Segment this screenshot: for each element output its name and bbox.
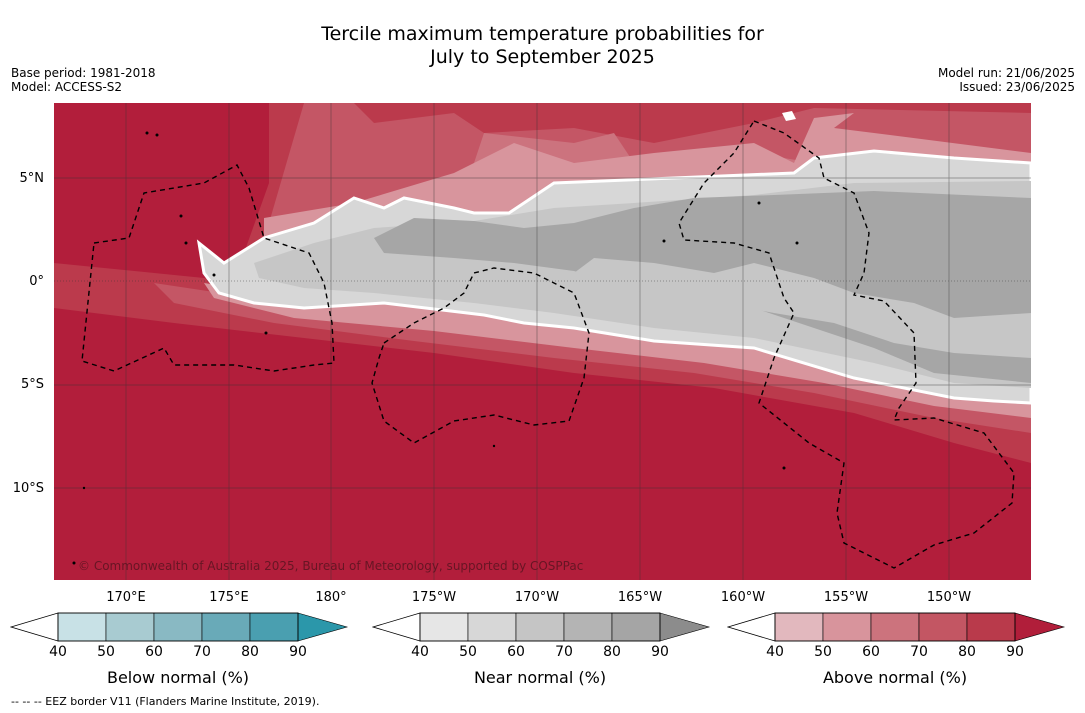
lon-label-170w: 170°W [514, 590, 560, 605]
lon-label-165w: 165°W [617, 590, 663, 605]
issued-date: Issued: 23/06/2025 [959, 80, 1075, 94]
base-period: Base period: 1981-2018 [11, 66, 156, 80]
copyright-notice: © Commonwealth of Australia 2025, Bureau… [78, 559, 584, 573]
probability-map [54, 103, 1031, 580]
graticule [54, 103, 1031, 580]
cb-above-90 [1014, 612, 1066, 642]
lon-label-160w: 160°W [720, 590, 766, 605]
cb-above-tick: 80 [958, 644, 976, 660]
cb-below-60 [153, 612, 203, 642]
lat-label-10s: 10°S [12, 481, 44, 496]
cb-below-tick: 80 [241, 644, 259, 660]
cb-below-tick: 60 [145, 644, 163, 660]
cb-above-70 [918, 612, 968, 642]
cb-above-40 [774, 612, 824, 642]
cb-below-90 [297, 612, 349, 642]
colorbar-below-normal [10, 612, 349, 642]
cb-near-70 [563, 612, 613, 642]
cb-below-40 [57, 612, 107, 642]
cb-near-tick: 90 [651, 644, 669, 660]
cb-below-tick: 50 [97, 644, 115, 660]
eez-footnote: -- -- -- EEZ border V11 (Flanders Marine… [11, 695, 320, 708]
cb-near-tick: 50 [459, 644, 477, 660]
cb-below-50 [105, 612, 155, 642]
islands [72, 131, 799, 565]
cb-above-tick: 70 [910, 644, 928, 660]
near-normal-50-inner [574, 258, 1031, 358]
cb-above-tick: 90 [1006, 644, 1024, 660]
cb-below-tick: 90 [289, 644, 307, 660]
lon-label-155w: 155°W [823, 590, 869, 605]
lon-label-150w: 150°W [926, 590, 972, 605]
cb-above-50 [822, 612, 872, 642]
cb-near-90 [659, 612, 711, 642]
lon-label-175e: 175°E [209, 590, 249, 605]
cb-near-40 [419, 612, 469, 642]
eez-borders [81, 120, 1015, 569]
cb-near-tick: 60 [507, 644, 525, 660]
cb-below-70 [201, 612, 251, 642]
near-normal-patch [782, 111, 796, 121]
cb-near-tick: 80 [603, 644, 621, 660]
cb-near-50 [467, 612, 517, 642]
lon-label-175w: 175°W [411, 590, 457, 605]
cb-above-tick: 50 [814, 644, 832, 660]
cb-above-tick: 60 [862, 644, 880, 660]
cb-below-tick: 40 [49, 644, 67, 660]
colorbar-near-normal [372, 612, 711, 642]
meta-left: Base period: 1981-2018 Model: ACCESS-S2 [11, 66, 156, 94]
colorbar-below-title: Below normal (%) [106, 668, 250, 687]
colorbar-near-title: Near normal (%) [473, 668, 607, 687]
cb-below-tick: 70 [193, 644, 211, 660]
cb-near-tick: 40 [411, 644, 429, 660]
lat-label-5n: 5°N [19, 171, 45, 186]
map-title-line1: Tercile maximum temperature probabilitie… [321, 23, 764, 45]
cb-near-60 [515, 612, 565, 642]
model-run: Model run: 21/06/2025 [937, 66, 1075, 80]
cb-above-60 [870, 612, 920, 642]
lon-label-170e: 170°E [106, 590, 146, 605]
map-title-line2: July to September 2025 [430, 46, 655, 68]
above-normal-50-south [204, 283, 1031, 418]
model-name: Model: ACCESS-S2 [11, 80, 123, 94]
cb-above-tick: 40 [766, 644, 784, 660]
colorbar-above-normal [727, 612, 1066, 642]
lon-label-180: 180° [315, 590, 347, 605]
cb-near-80 [611, 612, 661, 642]
cb-below-80 [249, 612, 299, 642]
meta-right: Model run: 21/06/2025 Issued: 23/06/2025 [938, 66, 1075, 94]
lat-label-5s: 5°S [20, 377, 44, 392]
colorbar-above-title: Above normal (%) [822, 668, 968, 687]
cb-above-80 [966, 612, 1016, 642]
lat-label-0: 0° [29, 274, 44, 289]
cb-near-tick: 70 [555, 644, 573, 660]
